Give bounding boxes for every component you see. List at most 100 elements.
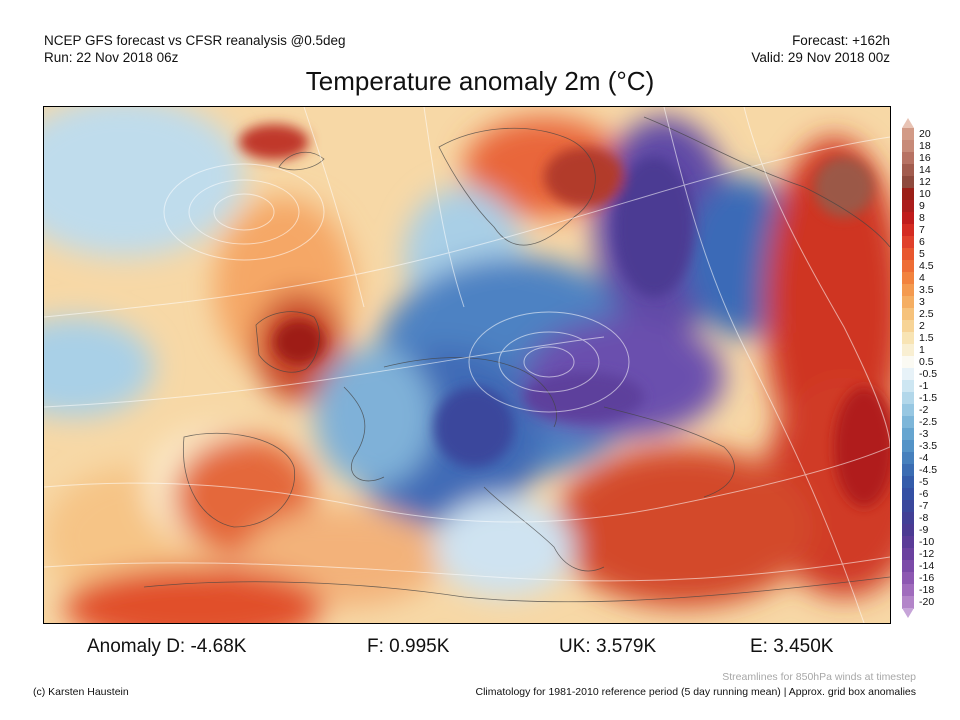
colorbar-cell <box>902 512 914 525</box>
colorbar-cell <box>902 548 914 561</box>
run-info: NCEP GFS forecast vs CFSR reanalysis @0.… <box>44 32 346 66</box>
colorbar-label: 3 <box>919 295 925 308</box>
colorbar-cell <box>902 152 914 165</box>
colorbar-cell <box>902 320 914 333</box>
colorbar-label: 16 <box>919 151 931 164</box>
colorbar-label: -12 <box>919 547 935 560</box>
coastlines <box>143 116 890 603</box>
colorbar-cell <box>902 176 914 189</box>
climatology-note: Climatology for 1981-2010 reference peri… <box>475 686 916 698</box>
forecast-info: Forecast: +162h Valid: 29 Nov 2018 00z <box>751 32 890 66</box>
colorbar <box>902 128 914 609</box>
colorbar-cell <box>902 332 914 345</box>
colorbar-cell <box>902 560 914 573</box>
colorbar-cell <box>902 488 914 501</box>
colorbar-cell <box>902 536 914 549</box>
colorbar-label: 18 <box>919 139 931 152</box>
colorbar-cell <box>902 308 914 321</box>
colorbar-label: 20 <box>919 127 931 140</box>
colorbar-cell <box>902 572 914 585</box>
forecast-lead: Forecast: +162h <box>792 33 890 48</box>
colorbar-cell <box>902 452 914 465</box>
colorbar-lower-arrow <box>902 608 914 618</box>
colorbar-cell <box>902 440 914 453</box>
colorbar-label: -3 <box>919 427 929 440</box>
anomaly-cores <box>239 124 890 507</box>
colorbar-label: 7 <box>919 223 925 236</box>
colorbar-label: -1.5 <box>919 391 938 404</box>
colorbar-label: -18 <box>919 583 935 596</box>
stat-germany: Anomaly D: -4.68K <box>87 636 247 657</box>
colorbar-label: -4.5 <box>919 463 938 476</box>
colorbar-cell <box>902 524 914 537</box>
colorbar-cell <box>902 200 914 213</box>
colorbar-cell <box>902 392 914 405</box>
colorbar-label: 4 <box>919 271 925 284</box>
colorbar-label: 14 <box>919 163 931 176</box>
colorbar-cell <box>902 272 914 285</box>
colorbar-cell <box>902 416 914 429</box>
colorbar-label: 8 <box>919 211 925 224</box>
colorbar-label: -16 <box>919 571 935 584</box>
colorbar-label: -0.5 <box>919 367 938 380</box>
colorbar-cell <box>902 296 914 309</box>
colorbar-cell <box>902 368 914 381</box>
colorbar-label: 9 <box>919 199 925 212</box>
colorbar-cell <box>902 236 914 249</box>
colorbar-label: 1 <box>919 343 925 356</box>
colorbar-cell <box>902 380 914 393</box>
stat-uk: UK: 3.579K <box>559 636 657 657</box>
colorbar-label: 4.5 <box>919 259 934 272</box>
colorbar-cell <box>902 584 914 597</box>
colorbar-cell <box>902 596 914 609</box>
colorbar-label: -6 <box>919 487 929 500</box>
colorbar-cell <box>902 128 914 141</box>
colorbar-label: 2.5 <box>919 307 934 320</box>
colorbar-cell <box>902 356 914 369</box>
colorbar-label: -3.5 <box>919 439 938 452</box>
colorbar-cell <box>902 476 914 489</box>
colorbar-label: -9 <box>919 523 929 536</box>
colorbar-cell <box>902 464 914 477</box>
colorbar-cell <box>902 140 914 153</box>
colorbar-label: -7 <box>919 499 929 512</box>
colorbar-label: 2 <box>919 319 925 332</box>
colorbar-cell <box>902 344 914 357</box>
colorbar-cell <box>902 284 914 297</box>
map-title: Temperature anomaly 2m (°C) <box>305 66 655 96</box>
colorbar-label: -10 <box>919 535 935 548</box>
colorbar-label: -14 <box>919 559 935 572</box>
colorbar-cell <box>902 188 914 201</box>
colorbar-cell <box>902 500 914 513</box>
colorbar-label: -2 <box>919 403 929 416</box>
colorbar-cell <box>902 260 914 273</box>
colorbar-cell <box>902 248 914 261</box>
credit: (c) Karsten Haustein <box>33 686 129 698</box>
colorbar-cell <box>902 164 914 177</box>
colorbar-cell <box>902 428 914 441</box>
streamlines-850hpa <box>44 107 890 623</box>
colorbar-cell <box>902 224 914 237</box>
colorbar-label: 3.5 <box>919 283 934 296</box>
colorbar-cell <box>902 212 914 225</box>
colorbar-label: -20 <box>919 595 935 608</box>
stat-france: F: 0.995K <box>367 636 450 657</box>
colorbar-label: 10 <box>919 187 931 200</box>
colorbar-cell <box>902 404 914 417</box>
colorbar-upper-arrow <box>902 118 914 128</box>
valid-time: Valid: 29 Nov 2018 00z <box>751 50 890 65</box>
anomaly-field <box>44 107 890 623</box>
colorbar-label: -1 <box>919 379 929 392</box>
colorbar-label: -2.5 <box>919 415 938 428</box>
colorbar-label: 6 <box>919 235 925 248</box>
colorbar-label: 12 <box>919 175 931 188</box>
run-time: Run: 22 Nov 2018 06z <box>44 50 179 65</box>
colorbar-label: 0.5 <box>919 355 934 368</box>
colorbar-label: -4 <box>919 451 929 464</box>
colorbar-label: -5 <box>919 475 929 488</box>
streamlines-note: Streamlines for 850hPa winds at timestep <box>722 671 916 683</box>
model-description: NCEP GFS forecast vs CFSR reanalysis @0.… <box>44 33 346 48</box>
colorbar-label: -8 <box>919 511 929 524</box>
stat-spain: E: 3.450K <box>750 636 834 657</box>
anomaly-map <box>43 106 891 624</box>
